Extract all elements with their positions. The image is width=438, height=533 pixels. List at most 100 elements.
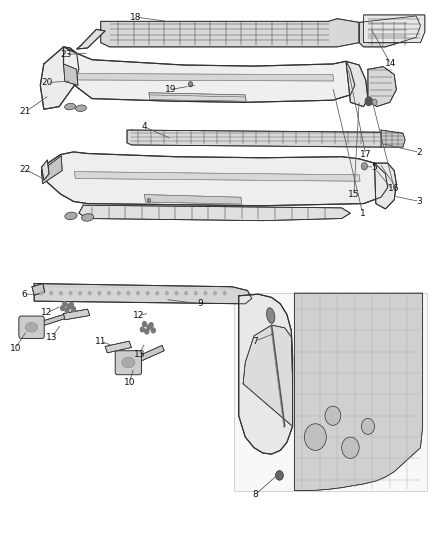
Text: 14: 14 [385,60,396,68]
Text: 13: 13 [134,350,145,359]
Circle shape [185,292,187,295]
FancyBboxPatch shape [19,316,44,338]
Circle shape [117,292,120,295]
Polygon shape [149,93,246,101]
Text: 9: 9 [198,300,204,308]
FancyBboxPatch shape [234,293,427,491]
Polygon shape [40,47,79,109]
Text: 18: 18 [130,13,141,21]
Ellipse shape [76,105,86,111]
Polygon shape [105,341,131,353]
Polygon shape [42,156,62,184]
Text: 13: 13 [46,333,57,342]
Circle shape [127,292,130,295]
Circle shape [304,424,326,450]
Circle shape [147,198,151,203]
Circle shape [65,308,69,312]
Polygon shape [64,47,355,102]
Ellipse shape [65,212,77,220]
Polygon shape [64,64,78,85]
Polygon shape [294,293,423,490]
Text: 3: 3 [417,197,423,206]
Text: 12: 12 [133,311,145,320]
Ellipse shape [122,357,135,368]
Polygon shape [368,67,396,107]
Circle shape [67,304,71,309]
Polygon shape [364,15,425,43]
Polygon shape [145,195,242,204]
Circle shape [69,303,74,307]
Text: 6: 6 [21,290,27,298]
Polygon shape [42,152,388,206]
Circle shape [60,292,62,295]
Circle shape [204,292,207,295]
Circle shape [71,307,76,311]
Circle shape [145,329,149,334]
Text: 23: 23 [60,50,71,59]
FancyBboxPatch shape [115,351,141,375]
Polygon shape [74,172,360,181]
Polygon shape [101,19,359,47]
Text: 1: 1 [360,209,366,217]
Polygon shape [243,325,293,426]
Circle shape [40,292,43,295]
Polygon shape [374,163,396,209]
Text: 10: 10 [10,344,21,352]
Text: 7: 7 [252,337,258,345]
Circle shape [166,292,168,295]
Ellipse shape [65,103,75,110]
Polygon shape [359,16,420,47]
Circle shape [149,322,153,327]
Polygon shape [346,61,368,107]
Circle shape [188,82,193,87]
Circle shape [276,471,283,480]
Text: 20: 20 [42,78,53,87]
Text: 19: 19 [165,85,177,94]
Circle shape [361,163,367,170]
Circle shape [365,97,372,106]
Text: 4: 4 [142,123,147,131]
Polygon shape [77,74,334,81]
Text: 12: 12 [41,309,53,317]
Text: 8: 8 [252,490,258,499]
Circle shape [372,99,377,106]
Text: 10: 10 [124,378,135,387]
Circle shape [63,302,67,306]
Circle shape [50,292,53,295]
Circle shape [151,328,155,333]
Circle shape [143,321,146,326]
Circle shape [175,292,178,295]
Text: 5: 5 [371,163,378,172]
Polygon shape [34,284,252,304]
Polygon shape [127,130,385,147]
Text: 16: 16 [389,184,400,192]
Polygon shape [77,29,105,49]
Text: 15: 15 [348,190,360,199]
Circle shape [325,406,341,425]
Polygon shape [381,130,405,147]
Polygon shape [39,312,74,326]
Polygon shape [79,205,350,221]
Text: 17: 17 [360,150,371,159]
Polygon shape [32,284,45,295]
Circle shape [147,325,151,329]
Polygon shape [42,160,49,180]
Circle shape [79,292,81,295]
Circle shape [137,292,139,295]
Text: 22: 22 [20,165,31,174]
Circle shape [214,292,216,295]
Circle shape [146,292,149,295]
Polygon shape [136,345,164,362]
Ellipse shape [25,322,38,332]
Text: 21: 21 [20,108,31,116]
Circle shape [194,292,197,295]
Circle shape [98,292,101,295]
Polygon shape [64,309,90,320]
Circle shape [108,292,110,295]
Circle shape [342,437,359,458]
Circle shape [69,292,72,295]
Circle shape [223,292,226,295]
Text: 11: 11 [95,337,106,345]
Circle shape [140,327,144,332]
Ellipse shape [81,214,94,221]
